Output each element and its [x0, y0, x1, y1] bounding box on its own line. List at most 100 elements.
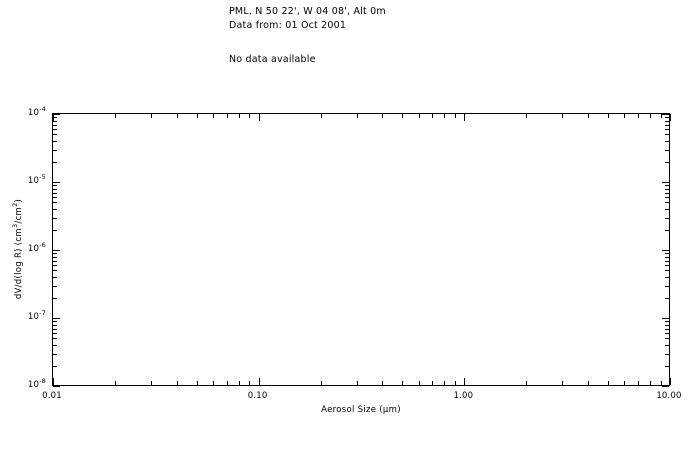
y-axis-minor-tick: [53, 353, 57, 355]
x-axis-minor-tick-top: [418, 114, 420, 118]
y-axis-minor-tick: [53, 120, 57, 122]
x-axis-minor-tick: [226, 381, 228, 385]
x-axis-minor-tick-top: [660, 114, 662, 118]
y-axis-minor-tick: [53, 365, 57, 367]
y-axis-minor-tick-right: [665, 117, 669, 119]
y-axis-tick-mantissa: 10: [27, 244, 40, 254]
y-axis-tick-label: 10-4: [27, 105, 46, 118]
y-axis-minor-tick-right: [665, 229, 669, 231]
x-axis-minor-tick: [444, 381, 446, 385]
x-axis-minor-tick-top: [238, 114, 240, 118]
y-axis-major-tick: [53, 318, 60, 319]
y-axis-minor-tick-right: [665, 265, 669, 267]
y-axis-tick-label: 10-5: [28, 173, 46, 186]
y-axis-major-tick-right: [662, 182, 669, 183]
y-axis-minor-tick: [53, 185, 57, 187]
y-axis-tick-label: 10-6: [27, 242, 46, 254]
y-axis-minor-tick-right: [665, 188, 669, 190]
y-axis-minor-tick-right: [665, 297, 669, 299]
y-axis-minor-tick-right: [665, 124, 669, 126]
x-axis-minor-tick-top: [454, 114, 456, 118]
x-axis-tick-label: 0.01: [42, 391, 62, 401]
x-axis-minor-tick: [624, 381, 626, 385]
y-axis-minor-tick: [53, 197, 57, 199]
y-axis-minor-tick: [53, 260, 57, 262]
x-axis-minor-tick-top: [624, 114, 626, 118]
x-axis-minor-tick: [650, 381, 652, 385]
x-axis-tick-label: 10.00: [656, 391, 682, 401]
x-axis-major-tick-top: [464, 114, 466, 121]
x-axis-tick-label: 0.10: [247, 391, 268, 401]
y-axis-major-tick: [53, 250, 60, 251]
x-axis-minor-tick: [638, 381, 640, 385]
x-axis-minor-tick: [432, 381, 434, 385]
x-axis-major-tick-top: [258, 114, 260, 121]
y-axis-minor-tick-right: [665, 285, 669, 287]
y-axis-minor-tick-right: [665, 256, 669, 258]
y-axis-title-base: dV/d(log R) (cm: [14, 228, 24, 300]
y-axis-major-tick: [53, 386, 60, 387]
x-axis-minor-tick-top: [176, 114, 178, 118]
y-axis-minor-tick-right: [665, 324, 669, 326]
x-axis-minor-tick: [418, 381, 420, 385]
y-axis-major-tick-right: [662, 318, 669, 319]
y-axis-minor-tick: [53, 124, 57, 126]
y-axis-major-tick: [53, 114, 60, 115]
plot-area: [52, 113, 671, 387]
no-data-message: No data available: [229, 54, 316, 65]
y-axis-tick-exponent: -8: [39, 377, 46, 386]
y-axis-minor-tick-right: [665, 353, 669, 355]
y-axis-minor-tick-right: [665, 328, 669, 330]
y-axis-minor-tick: [53, 297, 57, 299]
y-axis-minor-tick: [53, 217, 57, 219]
x-axis-major-tick: [670, 378, 671, 385]
y-axis-minor-tick: [53, 253, 57, 255]
y-axis-minor-tick-right: [665, 277, 669, 279]
x-axis-minor-tick-top: [320, 114, 322, 118]
y-axis-title-mid: /cm: [14, 206, 24, 224]
y-axis-minor-tick-right: [665, 149, 669, 151]
y-axis-title-end: ): [14, 198, 24, 203]
y-axis-tick-exponent: -4: [39, 105, 46, 114]
y-axis-minor-tick: [53, 345, 57, 347]
y-axis-tick-mantissa: 10: [27, 108, 40, 118]
x-axis-minor-tick: [608, 381, 610, 385]
y-axis-tick-mantissa: 10: [27, 380, 40, 390]
y-axis-minor-tick: [53, 324, 57, 326]
y-axis-minor-tick: [53, 117, 57, 119]
y-axis-minor-tick-right: [665, 120, 669, 122]
x-axis-major-tick: [464, 378, 466, 385]
y-axis-minor-tick-right: [665, 345, 669, 347]
x-axis-minor-tick: [526, 381, 528, 385]
x-axis-minor-tick: [562, 381, 564, 385]
y-axis-tick-exponent: -5: [39, 173, 46, 182]
y-axis-minor-tick: [53, 338, 57, 340]
y-axis-minor-tick-right: [665, 134, 669, 136]
plot-header-annotation: PML, N 50 22', W 04 08', Alt 0m Data fro…: [229, 5, 386, 33]
y-axis-minor-tick: [53, 333, 57, 335]
x-axis-minor-tick-top: [650, 114, 652, 118]
x-axis-minor-tick-top: [432, 114, 434, 118]
x-axis-minor-tick: [660, 381, 662, 385]
x-axis-minor-tick: [151, 381, 153, 385]
y-axis-minor-tick-right: [665, 217, 669, 219]
x-axis-minor-tick: [238, 381, 240, 385]
y-axis-minor-tick: [53, 129, 57, 131]
x-axis-minor-tick: [382, 381, 384, 385]
x-axis-minor-tick-top: [213, 114, 215, 118]
y-axis-minor-tick-right: [665, 197, 669, 199]
station-location-line: PML, N 50 22', W 04 08', Alt 0m: [229, 6, 386, 17]
x-axis-minor-tick: [196, 381, 198, 385]
x-axis-major-tick: [53, 378, 54, 385]
y-axis-minor-tick-right: [665, 321, 669, 323]
y-axis-major-tick: [53, 182, 60, 183]
y-axis-minor-tick: [53, 277, 57, 279]
x-axis-minor-tick-top: [196, 114, 198, 118]
y-axis-minor-tick: [53, 229, 57, 231]
x-axis-minor-tick: [588, 381, 590, 385]
x-axis-minor-tick-top: [402, 114, 404, 118]
y-axis-minor-tick-right: [665, 253, 669, 255]
y-axis-major-tick-right: [662, 250, 669, 251]
y-axis-minor-tick: [53, 270, 57, 272]
y-axis-title-sup1: 3: [11, 223, 20, 229]
